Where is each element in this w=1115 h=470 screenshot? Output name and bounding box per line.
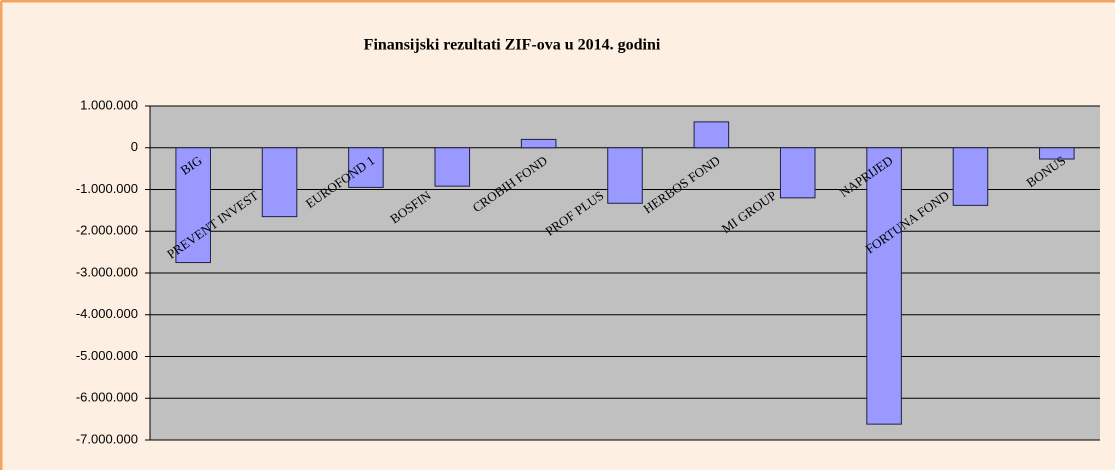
bar	[520, 138, 557, 149]
y-tick-label: -2.000.000	[76, 223, 138, 238]
bar	[693, 121, 730, 149]
bar	[779, 147, 816, 199]
y-tick-label: -6.000.000	[76, 390, 138, 405]
y-tick-label: -5.000.000	[76, 348, 138, 363]
bar	[175, 147, 211, 264]
y-tick-label: 1.000.000	[80, 97, 138, 112]
y-tick-label: 0	[131, 139, 138, 154]
bar	[1039, 147, 1075, 160]
y-tick-label: -3.000.000	[76, 264, 138, 279]
bar	[952, 147, 989, 206]
y-tick-label: -4.000.000	[76, 306, 138, 321]
y-tick-label: -7.000.000	[76, 431, 138, 446]
bar	[866, 147, 902, 425]
bar	[434, 147, 471, 187]
bar	[607, 147, 643, 204]
bar	[261, 147, 298, 218]
chart-title: Finansijski rezultati ZIF-ova u 2014. go…	[364, 37, 661, 54]
bar	[348, 147, 384, 188]
y-tick-label: -1.000.000	[76, 181, 138, 196]
